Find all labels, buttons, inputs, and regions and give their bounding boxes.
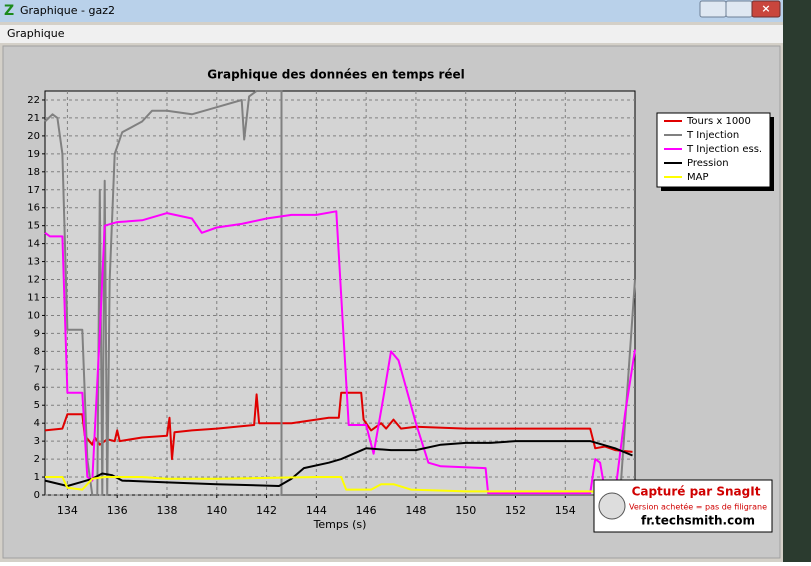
menu-bar (0, 25, 783, 43)
legend-label: Pression (687, 158, 729, 169)
window-title: Graphique - gaz2 (20, 4, 115, 17)
y-tick-label: 1 (34, 472, 40, 483)
y-tick-label: 7 (34, 364, 40, 375)
y-tick-label: 9 (34, 328, 40, 339)
legend-label: MAP (687, 172, 709, 183)
y-tick-label: 22 (27, 95, 40, 106)
close-icon: × (761, 2, 770, 15)
watermark-title: Capturé par SnagIt (632, 485, 761, 499)
y-tick-label: 18 (27, 167, 40, 178)
y-tick-label: 20 (27, 131, 40, 142)
y-tick-label: 11 (27, 292, 40, 303)
y-tick-label: 14 (27, 239, 40, 250)
watermark-note: Version achetée = pas de filigrane (629, 502, 767, 512)
y-tick-label: 13 (27, 257, 40, 268)
minimize-button[interactable] (699, 0, 727, 18)
y-tick-label: 5 (34, 400, 40, 411)
series-line (45, 476, 616, 495)
y-tick-label: 0 (34, 490, 40, 501)
menu-item[interactable]: Graphique (7, 27, 65, 40)
x-tick-label: 150 (455, 504, 476, 517)
legend-items: Tours x 1000 T Injection T Injection ess. P… (664, 116, 762, 183)
y-tick-label: 8 (34, 346, 40, 357)
x-tick-label: 142 (256, 504, 277, 517)
y-tick-label: 19 (27, 149, 40, 160)
x-tick-label: 154 (555, 504, 576, 517)
y-tick-label: 15 (27, 221, 40, 232)
legend-label: Tours x 1000 (686, 116, 751, 127)
series-line (44, 90, 636, 496)
y-tick-label: 10 (27, 310, 40, 321)
y-tick-label: 2 (34, 454, 40, 465)
x-tick-label: 148 (405, 504, 426, 517)
x-tick-label: 146 (356, 504, 377, 517)
x-tick-label: 140 (206, 504, 227, 517)
series-line (44, 440, 633, 487)
x-tick-label: 144 (306, 504, 327, 517)
watermark-icon (598, 492, 626, 520)
x-tick-label: 152 (505, 504, 526, 517)
legend-label: T Injection ess. (686, 144, 762, 155)
y-tick-label: 21 (27, 113, 40, 124)
x-tick-label: 138 (156, 504, 177, 517)
app-icon: Z (4, 3, 14, 19)
title-bar (0, 0, 783, 22)
plot-area (44, 90, 636, 496)
x-tick-label: 134 (57, 504, 78, 517)
y-tick-label: 6 (34, 382, 40, 393)
maximize-button[interactable] (725, 0, 753, 18)
x-axis-label: Temps (s) (313, 518, 367, 531)
close-button[interactable] (751, 0, 781, 18)
x-tick-label: 136 (107, 504, 128, 517)
legend-label: T Injection (686, 130, 739, 141)
y-tick-label: 4 (34, 418, 40, 429)
series-line (44, 210, 636, 495)
y-tick-label: 17 (27, 185, 40, 196)
y-tick-label: 12 (27, 275, 40, 286)
watermark-site: fr.techsmith.com (641, 514, 755, 528)
y-tick-label: 3 (34, 436, 40, 447)
chart-title: Graphique des données en temps réel (207, 68, 465, 82)
y-tick-label: 16 (27, 203, 40, 214)
